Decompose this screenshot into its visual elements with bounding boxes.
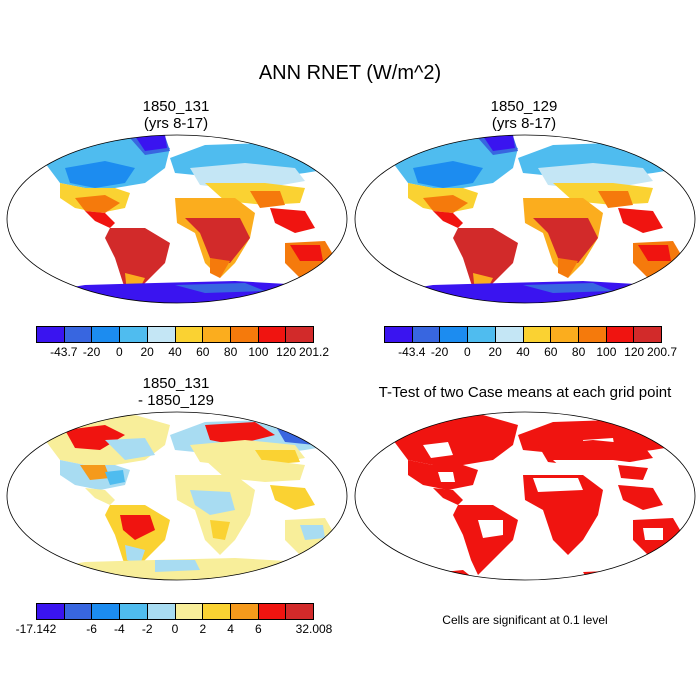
colorbar-swatch — [495, 327, 524, 342]
colorbar-swatch — [37, 327, 65, 342]
colorbar-tick-label: -20 — [430, 345, 449, 359]
colorbar-swatch — [147, 604, 176, 619]
colorbar-swatch — [412, 327, 441, 342]
colorbar-swatch — [230, 604, 259, 619]
colorbar-tick-label: 20 — [488, 345, 502, 359]
colorbar-tick-label: 200.7 — [646, 345, 678, 359]
panel2-title: 1850_129 (yrs 8-17) — [414, 98, 634, 132]
panel1-title: 1850_131 (yrs 8-17) — [66, 98, 286, 132]
colorbar-tick-label: 60 — [544, 345, 558, 359]
colorbar-swatch — [92, 327, 121, 342]
colorbar-swatch — [175, 327, 204, 342]
colorbar-tick-label: -4 — [114, 622, 125, 636]
colorbar-panel2-labels: -43.4 -20 0 20 40 60 80 100 120 200.7 — [384, 345, 677, 361]
colorbar-swatch — [523, 327, 552, 342]
colorbar-swatch — [286, 604, 314, 619]
colorbar-swatch — [440, 327, 469, 342]
panel2-title-line1: 1850_129 — [490, 98, 558, 115]
colorbar-swatch — [634, 327, 662, 342]
colorbar-swatch — [120, 604, 148, 619]
colorbar-tick-label: 80 — [571, 345, 586, 359]
colorbar-swatch — [606, 327, 635, 342]
panel2-title-line2: (yrs 8-17) — [491, 115, 557, 132]
panel3-title-line1: 1850_131 — [142, 375, 210, 392]
colorbar-swatch — [203, 327, 231, 342]
figure-title: ANN RNET (W/m^2) — [258, 62, 442, 84]
map-panel-difference — [6, 411, 348, 581]
colorbar-tick-label: 20 — [140, 345, 154, 359]
map-panel-1850-129 — [354, 134, 696, 304]
colorbar-swatch — [258, 604, 287, 619]
colorbar-swatch — [258, 327, 287, 342]
map-panel-1850-131 — [6, 134, 348, 304]
colorbar-tick-label: -43.4 — [398, 345, 426, 359]
colorbar-tick-label: 6 — [255, 622, 262, 636]
colorbar-swatch — [203, 604, 231, 619]
colorbar-tick-label: 4 — [227, 622, 234, 636]
colorbar-swatch — [175, 604, 204, 619]
colorbar-swatch — [147, 327, 176, 342]
colorbar-tick-label: 0 — [171, 622, 179, 636]
colorbar-tick-label: 60 — [196, 345, 210, 359]
colorbar-tick-label: 0 — [464, 345, 471, 359]
colorbar-tick-label: -20 — [82, 345, 101, 359]
colorbar-swatch — [37, 604, 65, 619]
colorbar-panel2 — [384, 326, 662, 343]
panel1-title-line2: (yrs 8-17) — [143, 115, 209, 132]
panel3-title: 1850_131 - 1850_129 — [66, 375, 286, 409]
colorbar-tick-label: 80 — [223, 345, 238, 359]
significance-note: Cells are significant at 0.1 level — [442, 613, 608, 627]
colorbar-tick-label: 40 — [516, 345, 530, 359]
colorbar-tick-label: 201.2 — [298, 345, 330, 359]
colorbar-swatch — [551, 327, 579, 342]
colorbar-tick-label: 100 — [248, 345, 269, 359]
colorbar-tick-label: 32.008 — [295, 622, 333, 636]
colorbar-tick-label: 100 — [596, 345, 617, 359]
colorbar-swatch — [230, 327, 259, 342]
colorbar-tick-label: 120 — [624, 345, 645, 359]
panel1-title-line1: 1850_131 — [142, 98, 210, 115]
colorbar-tick-label: -6 — [86, 622, 97, 636]
colorbar-swatch — [64, 604, 93, 619]
colorbar-panel1 — [36, 326, 314, 343]
colorbar-swatch — [468, 327, 496, 342]
map-panel-ttest — [354, 411, 696, 581]
colorbar-swatch — [64, 327, 93, 342]
colorbar-swatch — [385, 327, 413, 342]
colorbar-tick-label: -2 — [141, 622, 153, 636]
colorbar-swatch — [578, 327, 607, 342]
colorbar-panel3-labels: -17.142 -6 -4 -2 0 2 4 6 32.008 — [16, 622, 333, 638]
panel4-title: T-Test of two Case means at each grid po… — [378, 384, 672, 401]
colorbar-swatch — [120, 327, 148, 342]
colorbar-panel1-labels: -43.7 -20 0 20 40 60 80 100 120 201.2 — [36, 345, 329, 361]
colorbar-tick-label: 40 — [168, 345, 182, 359]
colorbar-tick-label: -17.142 — [15, 622, 57, 636]
colorbar-tick-label: 120 — [276, 345, 297, 359]
colorbar-tick-label: 2 — [199, 622, 207, 636]
colorbar-tick-label: 0 — [116, 345, 123, 359]
colorbar-swatch — [286, 327, 314, 342]
colorbar-panel3 — [36, 603, 314, 620]
colorbar-swatch — [92, 604, 121, 619]
colorbar-tick-label: -43.7 — [50, 345, 78, 359]
panel3-title-line2: - 1850_129 — [138, 392, 214, 409]
